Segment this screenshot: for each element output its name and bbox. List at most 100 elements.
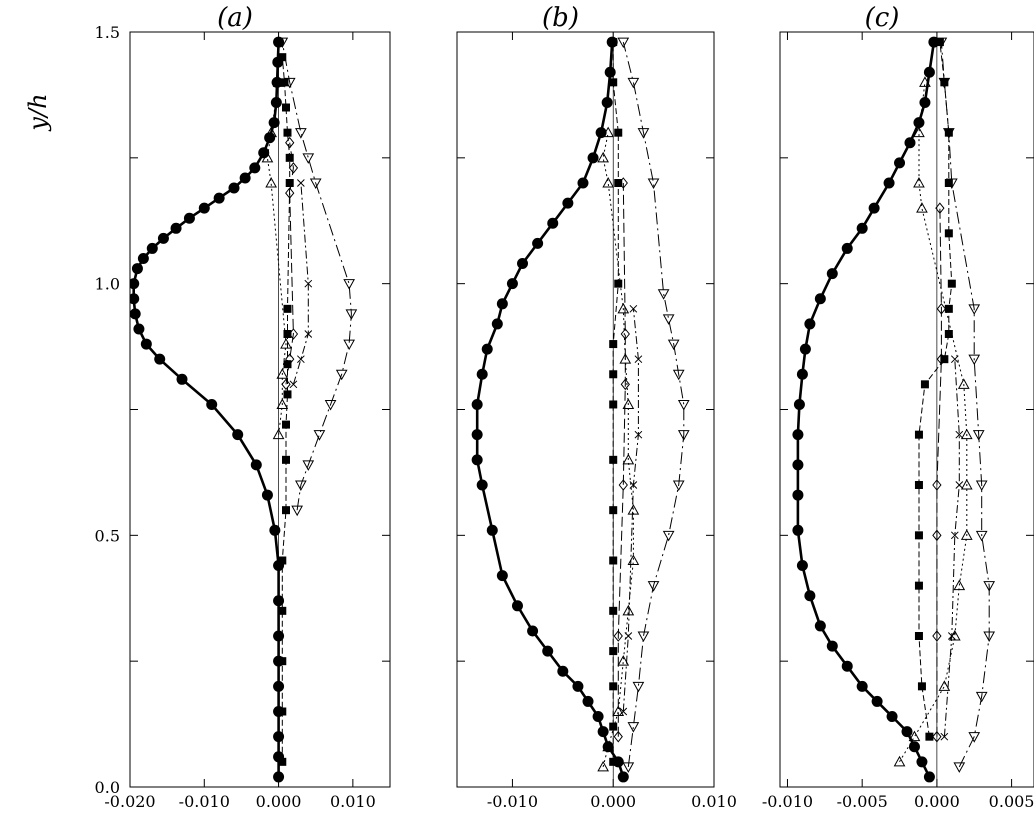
triangle-up-point	[272, 428, 285, 440]
panel-title: (b)	[542, 3, 579, 33]
circle-point	[228, 182, 240, 194]
series-line	[943, 359, 960, 737]
square-point	[609, 556, 618, 565]
triangle-up-point	[960, 428, 973, 440]
square-point	[278, 556, 287, 565]
diamond-point	[618, 479, 628, 491]
diamond-point	[613, 730, 623, 743]
circle-point	[856, 222, 868, 234]
y-tick-label: 0.0	[95, 778, 120, 797]
cross-point	[297, 179, 305, 187]
diamond-point	[936, 353, 947, 365]
plot-area	[130, 36, 358, 783]
circle-point	[826, 268, 838, 280]
x-tick-label: 0.000	[590, 792, 636, 811]
circle-point	[249, 162, 261, 174]
cross-point	[629, 481, 638, 489]
plot-area	[792, 36, 996, 783]
x-tick-label: 0.005	[989, 792, 1034, 811]
circle-point	[130, 308, 141, 320]
square-point	[609, 647, 618, 656]
square-point	[283, 330, 292, 338]
circle-point	[261, 489, 273, 501]
triangle-up-point	[960, 478, 973, 490]
square-point	[280, 78, 289, 87]
triangle-up-point	[622, 453, 635, 465]
triangle-up-point	[960, 529, 973, 540]
circle-point	[908, 741, 920, 753]
series-line	[475, 42, 625, 778]
circle-point	[269, 524, 281, 536]
circle-point	[792, 429, 804, 441]
square-point	[282, 420, 290, 429]
circle-point	[904, 137, 916, 149]
triangle-up-point	[617, 655, 630, 666]
circle-point	[804, 590, 816, 602]
circle-point	[273, 771, 285, 783]
square-point	[278, 606, 287, 615]
x-tick-label: -0.020	[104, 792, 155, 811]
triangle-down-point	[953, 762, 966, 773]
cross-point	[947, 632, 956, 640]
square-point	[278, 53, 287, 62]
panel-c: (c) -0.010 -0.005 0.000 0.005	[762, 3, 1034, 811]
square-point	[914, 531, 923, 540]
triangle-down-point	[983, 631, 996, 643]
circle-point	[792, 524, 804, 536]
circle-point	[894, 157, 906, 169]
x-tick-label: -0.010	[762, 792, 813, 811]
x-tick-label: 0.000	[256, 792, 302, 811]
triangle-up-point	[957, 378, 970, 389]
triangle-down-point	[324, 399, 337, 411]
circle-point	[130, 293, 140, 305]
circle-point	[841, 242, 853, 254]
panel-a: (a) -0.020 -0.010 0.000 0.010 0.0 0.5 1.0 1.5	[95, 3, 391, 811]
square-point	[609, 455, 618, 464]
triangle-down-point	[975, 691, 988, 703]
circle-point	[901, 726, 913, 738]
cross-point	[304, 279, 313, 288]
circle-point	[814, 293, 826, 305]
series-line	[281, 42, 352, 511]
circle-point	[157, 232, 169, 244]
square-point	[278, 707, 287, 716]
circle-point	[133, 323, 145, 335]
triangle-up-point	[602, 740, 615, 752]
x-tick-label: -0.005	[837, 792, 888, 811]
series-line	[899, 82, 968, 763]
circle-point	[792, 459, 804, 471]
circle-point	[170, 222, 182, 234]
circle-point	[793, 398, 805, 410]
triangle-up-point	[908, 730, 921, 742]
square-point	[283, 390, 292, 399]
triangle-down-point	[632, 681, 645, 693]
triangle-down-point	[291, 505, 303, 517]
triangle-down-point	[968, 304, 981, 315]
panel-title: (c)	[865, 3, 900, 33]
triangle-up-point	[622, 604, 635, 616]
circle-point	[527, 625, 539, 637]
triangle-down-point	[343, 279, 355, 290]
triangle-up-point	[893, 755, 906, 767]
diamond-point	[620, 378, 630, 391]
cross-point	[289, 380, 298, 389]
diamond-point	[288, 328, 299, 340]
square-point	[609, 682, 618, 691]
square-point	[283, 304, 292, 313]
diamond-point	[613, 630, 623, 642]
triangle-down-point	[309, 178, 322, 190]
circle-point	[923, 66, 935, 78]
triangle-down-point	[295, 480, 307, 492]
circle-point	[542, 645, 554, 657]
circle-point	[557, 665, 569, 677]
square-point	[283, 128, 292, 137]
cross-point	[950, 531, 959, 540]
circle-point	[883, 177, 895, 189]
cross-point	[950, 355, 959, 364]
triangle-up-point	[276, 368, 289, 379]
triangle-down-point	[295, 128, 307, 139]
triangle-up-point	[261, 151, 274, 163]
triangle-down-point	[938, 77, 951, 89]
triangle-down-point	[313, 430, 326, 441]
triangle-up-point	[602, 126, 615, 138]
